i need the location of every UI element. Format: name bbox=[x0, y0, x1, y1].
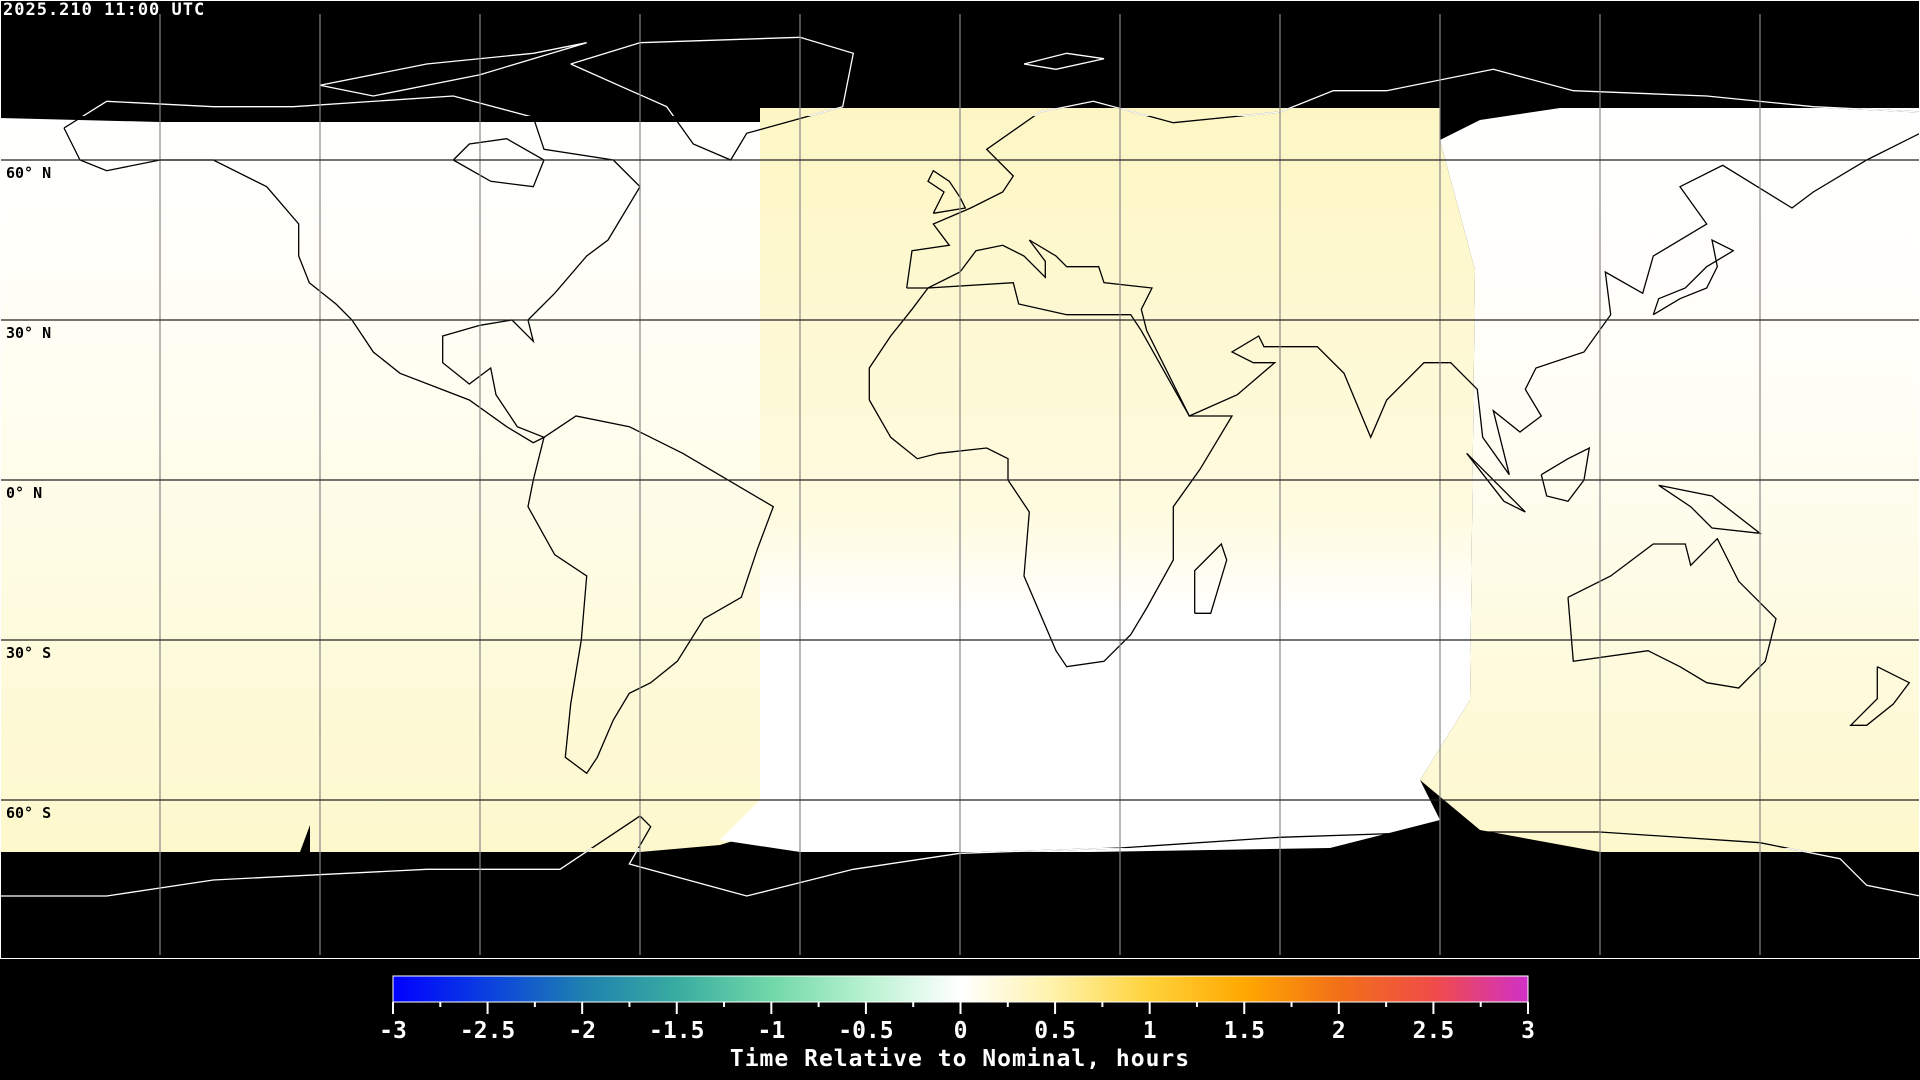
coastline-australia bbox=[1567, 537, 1777, 689]
colorbar-tick-label: 3 bbox=[1521, 1018, 1535, 1040]
coastline-africa bbox=[868, 282, 1234, 668]
colorbar-tick-label: -3 bbox=[379, 1018, 407, 1040]
colorbar-tick-label: 2 bbox=[1332, 1018, 1346, 1040]
coastline-arctic-islands bbox=[319, 42, 587, 97]
colorbar-tick-label: -1.5 bbox=[649, 1018, 704, 1040]
world-map bbox=[0, 0, 1920, 960]
graticule bbox=[0, 14, 1920, 955]
colorbar-tick-label: 0.5 bbox=[1034, 1018, 1076, 1040]
lat-label-60s: 60° S bbox=[6, 804, 52, 822]
colorbar-tick-label: 0 bbox=[954, 1018, 968, 1040]
coastline-new-guinea bbox=[1658, 484, 1763, 535]
coastline-great-britain bbox=[927, 169, 967, 214]
colorbar-tick-label: -2.5 bbox=[460, 1018, 515, 1040]
colorbar-tick-label: 1.5 bbox=[1223, 1018, 1265, 1040]
timestamp-label: 2025.210 11:00 UTC bbox=[3, 0, 206, 20]
lat-label-0n: 0° N bbox=[6, 484, 43, 502]
colorbar-title: Time Relative to Nominal, hours bbox=[729, 1046, 1191, 1072]
colorbar-tick-label: 2.5 bbox=[1413, 1018, 1455, 1040]
lat-label-30s: 30° S bbox=[6, 644, 52, 662]
colorbar-tick-label: -0.5 bbox=[838, 1018, 893, 1040]
coastline-svalbard bbox=[1023, 52, 1105, 70]
lat-label-60n: 60° N bbox=[6, 164, 52, 182]
colorbar-tick-label: 1 bbox=[1143, 1018, 1157, 1040]
coverage-west bbox=[0, 118, 800, 852]
coastline-new-zealand bbox=[1849, 666, 1911, 726]
colorbar: -3 -2.5 -2 -1.5 -1 -0.5 0 0.5 1 1.5 2 2.5 3 bbox=[379, 975, 1535, 1040]
colorbar-tick-label: -1 bbox=[757, 1018, 785, 1040]
colorbar-tick-label: -2 bbox=[568, 1018, 596, 1040]
coastline-sumatra-borneo bbox=[1466, 452, 1526, 513]
lat-label-30n: 30° N bbox=[6, 324, 52, 342]
coastline-japan bbox=[1652, 238, 1735, 316]
coastline-madagascar bbox=[1194, 542, 1228, 614]
colorbar-gradient bbox=[392, 975, 1529, 1003]
